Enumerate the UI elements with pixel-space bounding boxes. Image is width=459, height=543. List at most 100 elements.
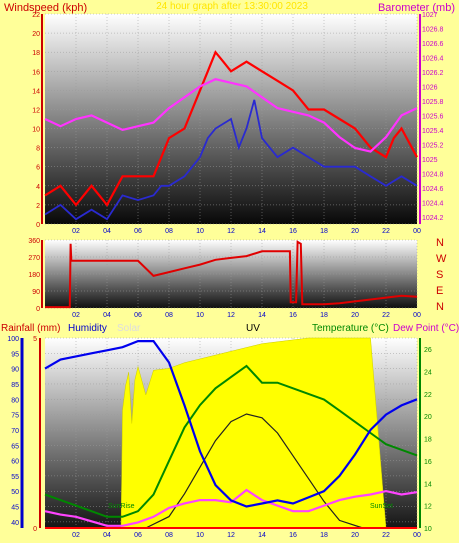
temp-tick-10: 10 <box>424 526 432 533</box>
wind-tick-8: 8 <box>36 146 40 153</box>
series-temperature <box>44 364 418 518</box>
humidity-tick-50: 50 <box>11 489 19 496</box>
x-tick-label-2-00: 00 <box>413 532 421 539</box>
baro-tick-1026.8: 1026.8 <box>422 26 444 33</box>
x-tick-label-2-18: 18 <box>320 532 328 539</box>
x-tick-label-0-22: 22 <box>382 228 390 235</box>
humidity-tick-95: 95 <box>11 351 19 358</box>
uv-label: UV <box>246 323 260 334</box>
windspeed-axis-title: Windspeed (kph) <box>4 2 87 14</box>
temperature-label: Temperature (°C) <box>312 323 389 334</box>
x-tick-label-2-20: 20 <box>351 532 359 539</box>
humidity-tick-85: 85 <box>11 382 19 389</box>
dir-tick-90: 90 <box>32 289 40 296</box>
baro-tick-1024.8: 1024.8 <box>422 171 444 178</box>
wind-tick-18: 18 <box>32 50 40 57</box>
humidity-tick-70: 70 <box>11 428 19 435</box>
baro-tick-1026: 1026 <box>422 84 438 91</box>
solar-label: Solar <box>117 323 141 334</box>
x-tick-label-0-12: 12 <box>227 228 235 235</box>
x-tick-label-1-10: 10 <box>196 312 204 319</box>
wind-tick-16: 16 <box>32 69 40 76</box>
humidity-tick-45: 45 <box>11 505 19 512</box>
x-tick-label-2-06: 06 <box>134 532 142 539</box>
wind-tick-12: 12 <box>32 107 40 114</box>
x-tick-label-0-08: 08 <box>165 228 173 235</box>
temp-tick-18: 18 <box>424 437 432 444</box>
x-tick-label-1-06: 06 <box>134 312 142 319</box>
series-solar <box>120 337 387 529</box>
humidity-tick-65: 65 <box>11 443 19 450</box>
x-tick-label-0-10: 10 <box>196 228 204 235</box>
baro-tick-1025.2: 1025.2 <box>422 142 444 149</box>
humidity-tick-80: 80 <box>11 397 19 404</box>
x-tick-label-2-08: 08 <box>165 532 173 539</box>
temp-tick-14: 14 <box>424 481 432 488</box>
x-tick-label-1-18: 18 <box>320 312 328 319</box>
humidity-tick-60: 60 <box>11 459 19 466</box>
wind-tick-22: 22 <box>32 12 40 19</box>
humidity-tick-40: 40 <box>11 520 19 527</box>
x-tick-label-1-22: 22 <box>382 312 390 319</box>
x-tick-label-1-00: 00 <box>413 312 421 319</box>
rainfall-label: Rainfall (mm) <box>1 323 60 334</box>
baro-tick-1025.6: 1025.6 <box>422 113 444 120</box>
x-tick-label-2-16: 16 <box>289 532 297 539</box>
baro-tick-1024.2: 1024.2 <box>422 215 444 222</box>
humidity-label: Humidity <box>68 323 107 334</box>
temp-tick-20: 20 <box>424 414 432 421</box>
x-tick-label-0-04: 04 <box>103 228 111 235</box>
x-tick-label-2-12: 12 <box>227 532 235 539</box>
compass-w: W <box>436 253 447 265</box>
x-tick-label-1-20: 20 <box>351 312 359 319</box>
series-barometer <box>44 78 418 153</box>
x-tick-label-1-08: 08 <box>165 312 173 319</box>
series-gust <box>44 99 418 221</box>
dir-tick-270: 270 <box>28 255 40 262</box>
compass-labels: N W S E N <box>436 237 447 313</box>
wind-tick-0: 0 <box>36 222 40 229</box>
compass-n-bottom: N <box>436 301 444 313</box>
x-tick-label-2-02: 02 <box>72 532 80 539</box>
baro-tick-1025: 1025 <box>422 157 438 164</box>
baro-tick-1025.8: 1025.8 <box>422 99 444 106</box>
dir-tick-360: 360 <box>28 238 40 245</box>
humidity-tick-75: 75 <box>11 413 19 420</box>
rain-tick-0: 0 <box>33 526 37 533</box>
dir-tick-180: 180 <box>28 272 40 279</box>
chart-title: 24 hour graph after 13:30:00 2023 <box>156 1 308 12</box>
baro-tick-1027: 1027 <box>422 12 438 19</box>
x-tick-label-1-16: 16 <box>289 312 297 319</box>
series-windspeed <box>44 50 418 207</box>
humidity-tick-55: 55 <box>11 474 19 481</box>
x-tick-label-1-04: 04 <box>103 312 111 319</box>
baro-tick-1025.4: 1025.4 <box>422 128 444 135</box>
x-tick-label-1-02: 02 <box>72 312 80 319</box>
x-tick-label-0-14: 14 <box>258 228 266 235</box>
series-dewpoint <box>44 488 418 527</box>
x-tick-label-2-14: 14 <box>258 532 266 539</box>
series-uv <box>145 413 363 529</box>
baro-tick-1026.6: 1026.6 <box>422 41 444 48</box>
dir-tick-0: 0 <box>36 306 40 313</box>
temp-tick-12: 12 <box>424 504 432 511</box>
sunrise-label: SunRise <box>108 503 135 510</box>
baro-tick-1024.4: 1024.4 <box>422 200 444 207</box>
rain-tick-5: 5 <box>33 336 37 343</box>
baro-tick-1024.6: 1024.6 <box>422 186 444 193</box>
dewpoint-label: Dew Point (°C) <box>393 323 459 334</box>
series-direction <box>45 240 418 309</box>
wind-tick-2: 2 <box>36 203 40 210</box>
barometer-axis-title: Barometer (mb) <box>378 2 455 14</box>
temp-tick-26: 26 <box>424 347 432 354</box>
x-tick-label-0-20: 20 <box>351 228 359 235</box>
wind-tick-10: 10 <box>32 127 40 134</box>
sunset-label: SunSet <box>370 503 393 510</box>
compass-n-top: N <box>436 237 444 249</box>
compass-s: S <box>436 269 443 281</box>
wind-tick-14: 14 <box>32 88 40 95</box>
x-tick-label-2-10: 10 <box>196 532 204 539</box>
x-tick-label-2-04: 04 <box>103 532 111 539</box>
humidity-tick-90: 90 <box>11 367 19 374</box>
